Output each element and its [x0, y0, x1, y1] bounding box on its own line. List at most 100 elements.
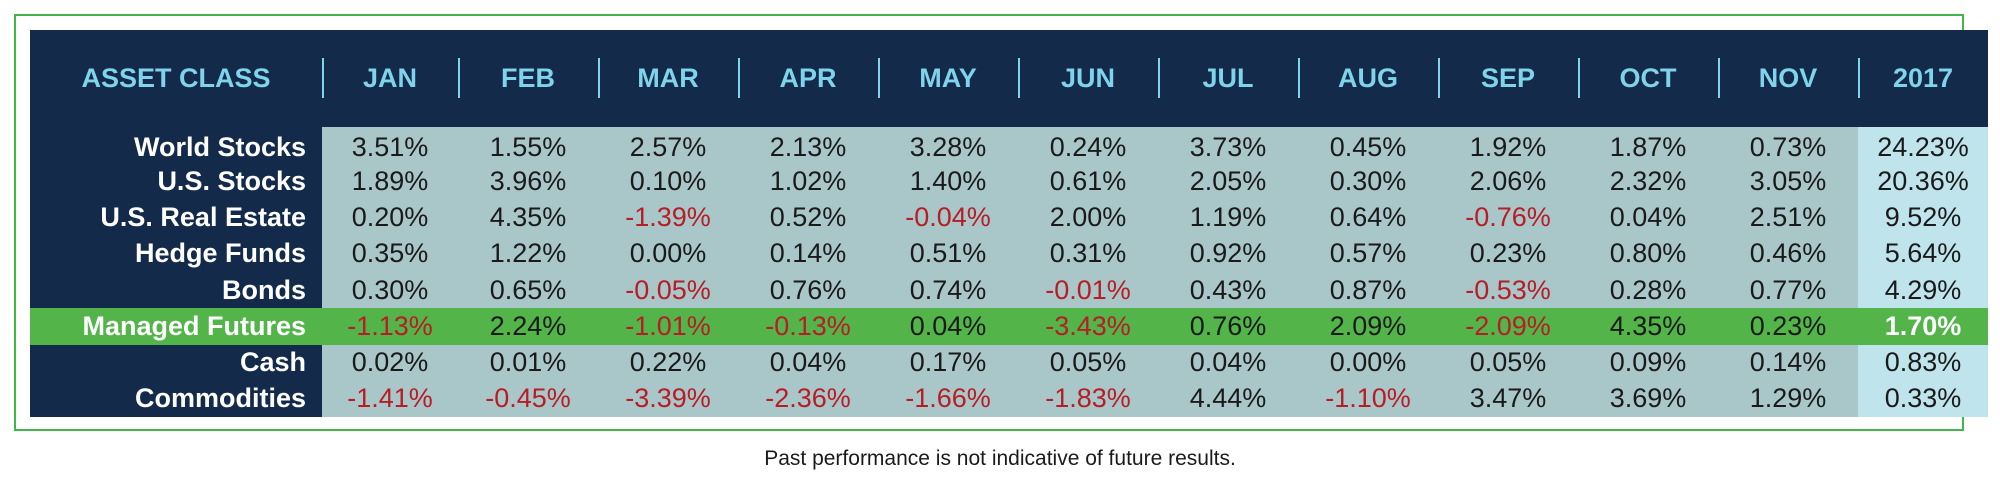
annual-total-cell: 0.33%: [1858, 380, 1988, 417]
monthly-return-cell: 0.74%: [878, 272, 1018, 309]
monthly-return-cell: 0.28%: [1578, 272, 1718, 309]
header-jun: JUN: [1018, 30, 1158, 127]
monthly-return-cell: 0.04%: [1158, 344, 1298, 381]
monthly-return-cell: 0.92%: [1158, 235, 1298, 272]
header-2017: 2017: [1858, 30, 1988, 127]
monthly-return-cell: 2.00%: [1018, 199, 1158, 236]
monthly-return-cell: 2.32%: [1578, 163, 1718, 200]
monthly-return-cell: 0.00%: [1298, 344, 1438, 381]
monthly-return-cell: 0.22%: [598, 344, 738, 381]
monthly-return-cell: -1.39%: [598, 199, 738, 236]
monthly-return-cell: 3.73%: [1158, 127, 1298, 164]
monthly-return-cell: 0.04%: [738, 344, 878, 381]
monthly-return-cell: -0.45%: [458, 380, 598, 417]
monthly-return-cell: 0.10%: [598, 163, 738, 200]
monthly-return-cell: 0.04%: [878, 308, 1018, 345]
monthly-return-cell: 0.46%: [1718, 235, 1858, 272]
monthly-return-cell: 0.35%: [322, 235, 458, 272]
monthly-return-cell: 0.20%: [322, 199, 458, 236]
annual-total-cell: 24.23%: [1858, 127, 1988, 164]
table-row: World Stocks 3.51% 1.55% 2.57% 2.13% 3.28% 0.2…: [30, 127, 1988, 164]
header-jan: JAN: [322, 30, 458, 127]
header-label: APR: [779, 63, 837, 93]
monthly-return-cell: 0.17%: [878, 344, 1018, 381]
header-label: JAN: [362, 63, 417, 93]
header-label: SEP: [1480, 63, 1536, 93]
asset-class-label: Cash: [30, 344, 322, 381]
header-label: MAR: [637, 63, 699, 93]
monthly-return-cell: 0.77%: [1718, 272, 1858, 309]
monthly-return-cell: 0.30%: [1298, 163, 1438, 200]
asset-class-label: U.S. Stocks: [30, 163, 322, 200]
monthly-return-cell: 2.13%: [738, 127, 878, 164]
header-mar: MAR: [598, 30, 738, 127]
table-row: Cash 0.02% 0.01% 0.22% 0.04% 0.17% 0.05% 0.04% 0…: [30, 344, 1988, 381]
monthly-return-cell: -0.53%: [1438, 272, 1578, 309]
header-jul: JUL: [1158, 30, 1298, 127]
annual-total-cell: 0.83%: [1858, 344, 1988, 381]
monthly-return-cell: -1.83%: [1018, 380, 1158, 417]
monthly-return-cell: -1.13%: [322, 308, 458, 345]
monthly-return-cell: 0.05%: [1018, 344, 1158, 381]
monthly-return-cell: 0.04%: [1578, 199, 1718, 236]
monthly-return-cell: 2.57%: [598, 127, 738, 164]
monthly-return-cell: 0.00%: [598, 235, 738, 272]
table-row: Bonds 0.30% 0.65% -0.05% 0.76% 0.74% -0.01% 0.4…: [30, 272, 1988, 309]
monthly-return-cell: 0.45%: [1298, 127, 1438, 164]
header-asset-class: ASSET CLASS: [30, 30, 322, 127]
header-label: JUN: [1060, 63, 1115, 93]
asset-class-label: Commodities: [30, 380, 322, 417]
monthly-return-cell: 0.23%: [1438, 235, 1578, 272]
header-may: MAY: [878, 30, 1018, 127]
monthly-return-cell: 0.61%: [1018, 163, 1158, 200]
monthly-return-cell: 1.29%: [1718, 380, 1858, 417]
header-apr: APR: [738, 30, 878, 127]
header-nov: NOV: [1718, 30, 1858, 127]
monthly-return-cell: 2.06%: [1438, 163, 1578, 200]
monthly-return-cell: 1.89%: [322, 163, 458, 200]
monthly-return-cell: 3.28%: [878, 127, 1018, 164]
annual-total-cell: 5.64%: [1858, 235, 1988, 272]
monthly-return-cell: 0.14%: [1718, 344, 1858, 381]
header-aug: AUG: [1298, 30, 1438, 127]
header-label: NOV: [1758, 63, 1818, 93]
asset-class-label: Hedge Funds: [30, 235, 322, 272]
monthly-return-cell: 0.31%: [1018, 235, 1158, 272]
monthly-return-cell: 4.35%: [458, 199, 598, 236]
header-label: OCT: [1619, 63, 1677, 93]
monthly-return-cell: 2.24%: [458, 308, 598, 345]
monthly-return-cell: 0.76%: [738, 272, 878, 309]
footnote: Past performance is not indicative of fu…: [764, 447, 1236, 470]
monthly-return-cell: -0.04%: [878, 199, 1018, 236]
monthly-return-cell: 0.80%: [1578, 235, 1718, 272]
asset-class-label: World Stocks: [30, 127, 322, 164]
monthly-return-cell: 0.14%: [738, 235, 878, 272]
monthly-return-cell: 0.52%: [738, 199, 878, 236]
asset-class-label: Bonds: [30, 272, 322, 309]
monthly-return-cell: -0.05%: [598, 272, 738, 309]
monthly-return-cell: -1.66%: [878, 380, 1018, 417]
table-frame: ASSET CLASS JAN FEB MAR APR MAY JUN JUL AUG SEP OC…: [14, 14, 1988, 431]
monthly-return-cell: -2.36%: [738, 380, 878, 417]
header-oct: OCT: [1578, 30, 1718, 127]
header-label: ASSET CLASS: [81, 63, 271, 93]
monthly-return-cell: 3.96%: [458, 163, 598, 200]
monthly-return-cell: 1.55%: [458, 127, 598, 164]
header-row: ASSET CLASS JAN FEB MAR APR MAY JUN JUL AUG SEP OC…: [30, 30, 1988, 127]
monthly-return-cell: 1.19%: [1158, 199, 1298, 236]
monthly-return-cell: -1.10%: [1298, 380, 1438, 417]
monthly-return-cell: 0.09%: [1578, 344, 1718, 381]
header-label: MAY: [919, 63, 977, 93]
asset-class-label: Managed Futures: [30, 308, 322, 345]
monthly-return-cell: 1.02%: [738, 163, 878, 200]
annual-total-cell: 20.36%: [1858, 163, 1988, 200]
monthly-return-cell: 0.01%: [458, 344, 598, 381]
monthly-return-cell: -0.13%: [738, 308, 878, 345]
header-label: AUG: [1338, 63, 1398, 93]
monthly-return-cell: 3.47%: [1438, 380, 1578, 417]
table-row: Managed Futures -1.13% 2.24% -1.01% -0.13% 0.…: [30, 308, 1988, 345]
monthly-return-cell: 1.40%: [878, 163, 1018, 200]
monthly-return-cell: 0.57%: [1298, 235, 1438, 272]
monthly-return-cell: 1.92%: [1438, 127, 1578, 164]
annual-total-cell: 4.29%: [1858, 272, 1988, 309]
